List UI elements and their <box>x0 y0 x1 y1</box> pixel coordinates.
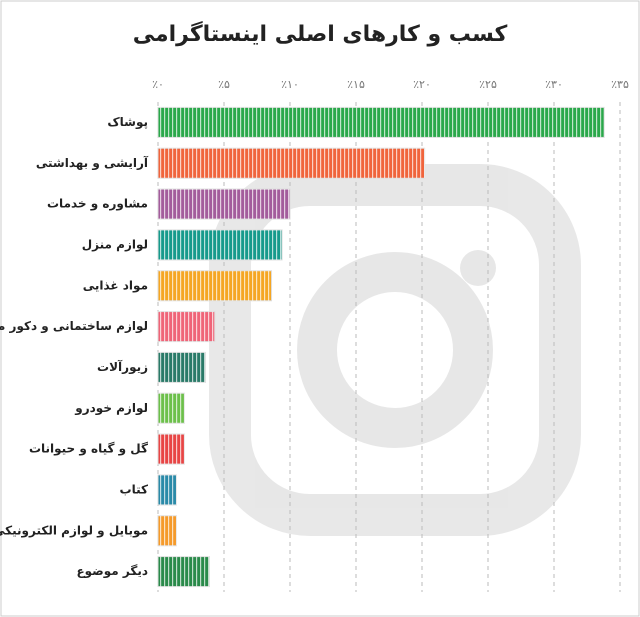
y-tick-label: مشاوره و خدمات <box>47 197 148 212</box>
bar-stripes <box>158 107 605 138</box>
bar-stripes <box>158 229 283 260</box>
y-tick-label: پوشاک <box>107 115 148 130</box>
bar-stripes <box>158 148 425 179</box>
x-tick-label: ٪۱۵ <box>347 78 365 91</box>
x-tick-label: ٪۵ <box>218 78 230 91</box>
y-tick-label: آرایشی و بهداشتی <box>36 155 149 171</box>
y-tick-label: لوازم ساختمانی و دکور منزل <box>0 319 148 334</box>
background-logo <box>209 164 581 536</box>
y-tick-label: زیورآلات <box>97 359 148 375</box>
chart-title: کسب و کارهای اصلی اینستاگرامی <box>133 20 508 47</box>
y-tick-label: کتاب <box>120 482 148 496</box>
x-tick-label: ٪۲۵ <box>479 78 497 91</box>
bar-stripes <box>158 434 185 465</box>
bar-stripes <box>158 393 185 424</box>
x-tick-label: ٪۳۰ <box>545 78 563 91</box>
y-tick-label: گل و گیاه و حیوانات <box>29 442 148 457</box>
x-tick-label: ٪۳۵ <box>611 78 629 91</box>
x-tick-label: ٪۲۰ <box>413 78 431 91</box>
x-tick-label: ٪۱۰ <box>281 78 299 91</box>
bar-stripes <box>158 474 177 505</box>
bar-stripes <box>158 352 206 383</box>
y-tick-label: لوازم منزل <box>82 237 148 252</box>
y-tick-label: مواد غذایی <box>83 278 148 293</box>
x-tick-label: ٪۰ <box>152 78 164 91</box>
bar-stripes <box>158 556 210 587</box>
bar-stripes <box>158 311 215 342</box>
y-tick-label: دیگر موضوع <box>76 564 148 579</box>
y-tick-label: موبایل و لوازم الکترونیکی <box>0 523 148 538</box>
bar-stripes <box>158 270 272 301</box>
bar-stripes <box>158 189 290 220</box>
bar-stripes <box>158 515 177 546</box>
y-tick-label: لوازم خودرو <box>74 401 148 416</box>
